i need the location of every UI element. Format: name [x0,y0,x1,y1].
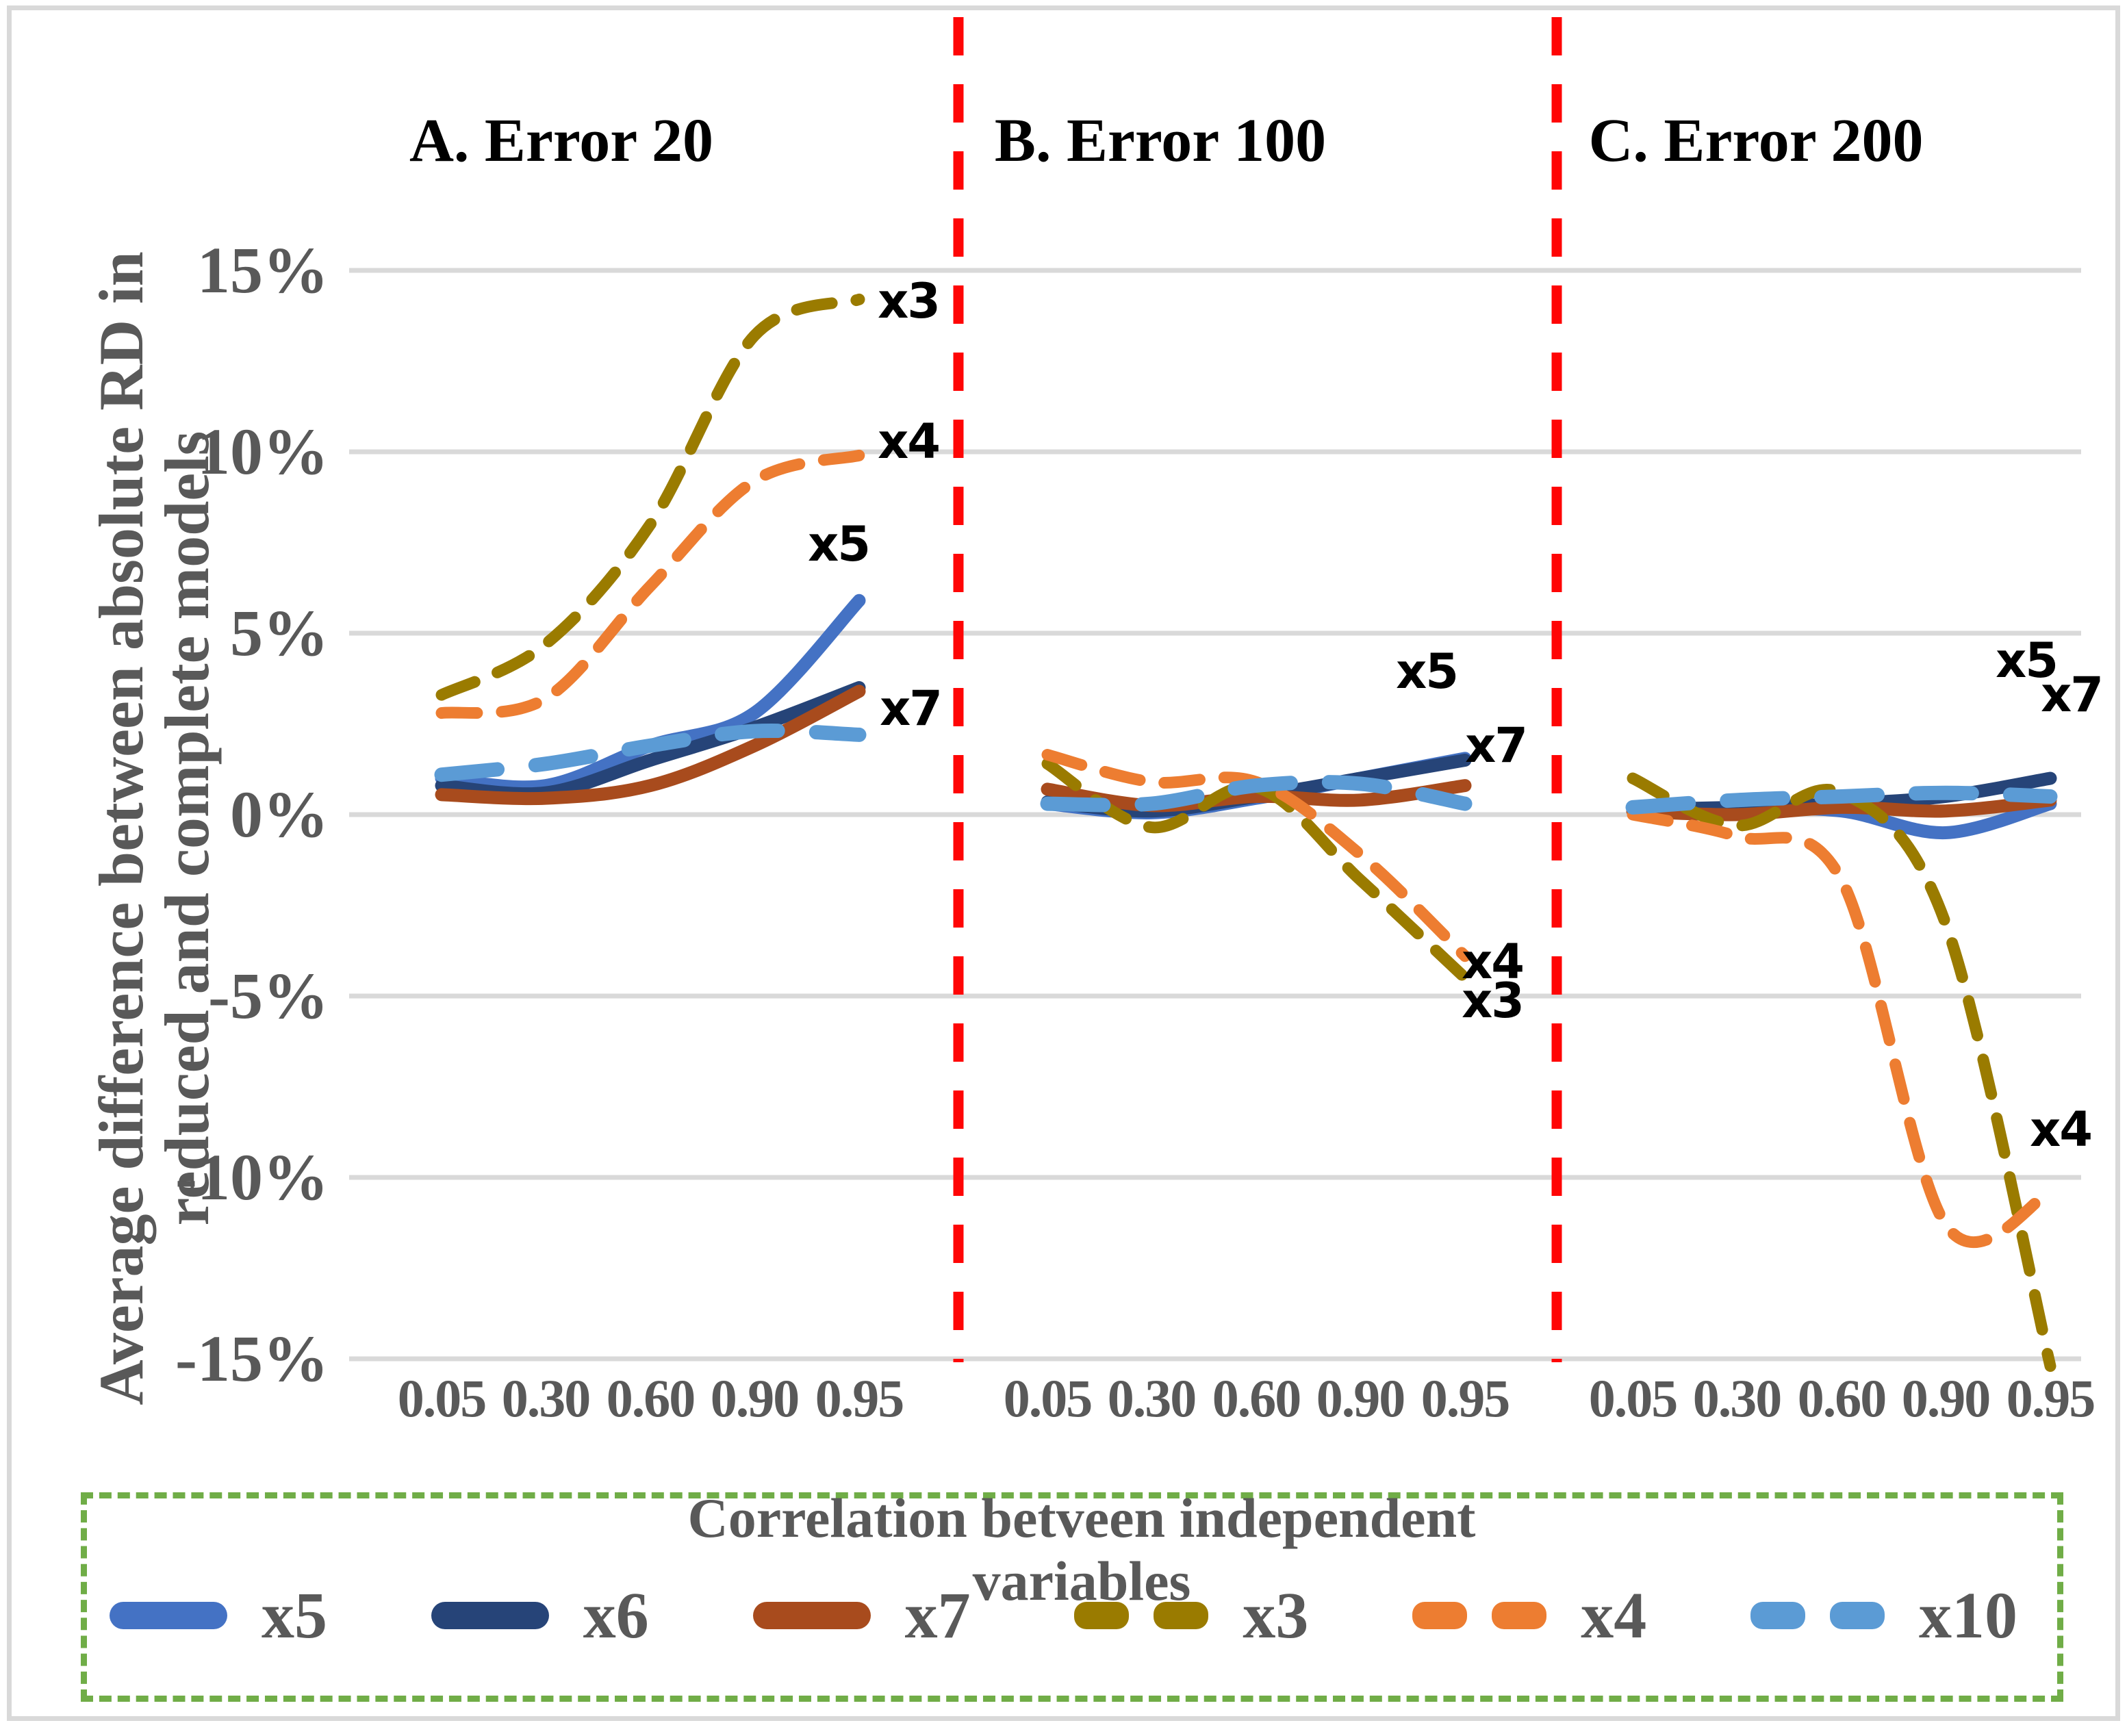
panel-title-error-100: B. Error 100 [994,107,1327,175]
annotation-x7-panel-A: x7 [880,680,943,737]
annotation-x4-panel-B: x4 [1462,934,1525,990]
legend: x5 x6 x7 x3 x4 x10 [110,1581,2017,1650]
legend-swatch-x7 [752,1602,871,1629]
legend-label-x7: x7 [904,1579,971,1652]
x-tick-label-panelA-0.90: 0.90 [710,1368,800,1428]
x-tick-label-panelC-0.05: 0.05 [1588,1368,1679,1428]
series-line-x3-panel-A [435,293,865,701]
series-line-x4-panel-A [435,449,865,719]
legend-swatch-x4 [1412,1602,1547,1629]
x-tick-label-panelC-0.95: 0.95 [2006,1368,2096,1428]
series-line-x3-panel-C [1627,772,2056,1373]
legend-swatch-x5 [110,1602,227,1629]
series-line-x10-panel-C [1625,785,2058,815]
series-line-x7-panel-A [435,685,866,806]
x-tick-label-panelB-0.60: 0.60 [1212,1368,1302,1428]
annotation-x7-panel-C: x7 [2041,667,2104,723]
x-tick-label-panelB-0.95: 0.95 [1421,1368,1511,1428]
x-axis-title: Correlation betveen independent variable… [687,1487,1476,1612]
annotation-x3-panel-A: x3 [878,273,941,329]
page-margin [0,1722,2127,1736]
legend-label-x5: x5 [262,1579,327,1652]
annotation-x5-panel-C: x5 [1996,633,2059,689]
panel-title-error-200: C. Error 200 [1588,107,1924,175]
legend-item-x3: x3 [1074,1581,1308,1650]
x-tick-label-panelA-0.05: 0.05 [397,1368,487,1428]
legend-label-x6: x6 [583,1579,649,1652]
y-tick-label--10%: -10% [175,1140,329,1214]
x-tick-label-panelA-0.30: 0.30 [501,1368,591,1428]
annotation-x7-panel-B: x7 [1465,717,1528,774]
annotation-x4-panel-A: x4 [878,413,941,470]
series-line-x4-panel-C [1627,808,2056,1249]
annotation-x4-panel-C: x4 [2030,1101,2093,1158]
legend-label-x3: x3 [1243,1579,1309,1652]
legend-label-x10: x10 [1918,1579,2017,1652]
y-tick-label-0%: 0% [230,778,329,851]
legend-swatch-x10 [1750,1602,1885,1629]
x-tick-label-panelC-0.90: 0.90 [1901,1368,1991,1428]
series-line-x10-panel-A [434,724,867,782]
y-tick-label-15%: 15% [197,233,329,307]
x-tick-label-panelB-0.30: 0.30 [1107,1368,1197,1428]
legend-swatch-x6 [431,1602,549,1629]
legend-item-x5: x5 [110,1581,327,1650]
legend-item-x4: x4 [1412,1581,1646,1650]
series-line-x10-panel-B [1040,775,1473,813]
series-line-x7-panel-B [1041,779,1472,813]
annotation-x5-panel-B: x5 [1396,643,1459,700]
x-tick-label-panelC-0.30: 0.30 [1692,1368,1783,1428]
x-tick-label-panelA-0.60: 0.60 [606,1368,696,1428]
legend-swatch-x3 [1074,1602,1209,1629]
x-tick-label-panelC-0.60: 0.60 [1797,1368,1887,1428]
legend-box [81,1492,2063,1702]
legend-item-x7: x7 [752,1579,971,1652]
x-tick-label-panelB-0.05: 0.05 [1003,1368,1093,1428]
x-tick-label-panelB-0.90: 0.90 [1316,1368,1406,1428]
legend-label-x4: x4 [1581,1579,1647,1652]
x-tick-label-panelA-0.95: 0.95 [815,1368,905,1428]
y-tick-label--5%: -5% [208,959,329,1032]
annotation-x3-panel-B: x3 [1462,973,1525,1029]
panel-title-error-20: A. Error 20 [409,107,714,175]
annotation-x5-panel-A: x5 [808,516,871,572]
legend-item-x10: x10 [1750,1581,2017,1650]
y-tick-label--15%: -15% [175,1322,329,1395]
y-tick-label-5%: 5% [230,596,329,669]
legend-item-x6: x6 [431,1581,649,1650]
y-tick-label-10%: 10% [197,415,329,488]
